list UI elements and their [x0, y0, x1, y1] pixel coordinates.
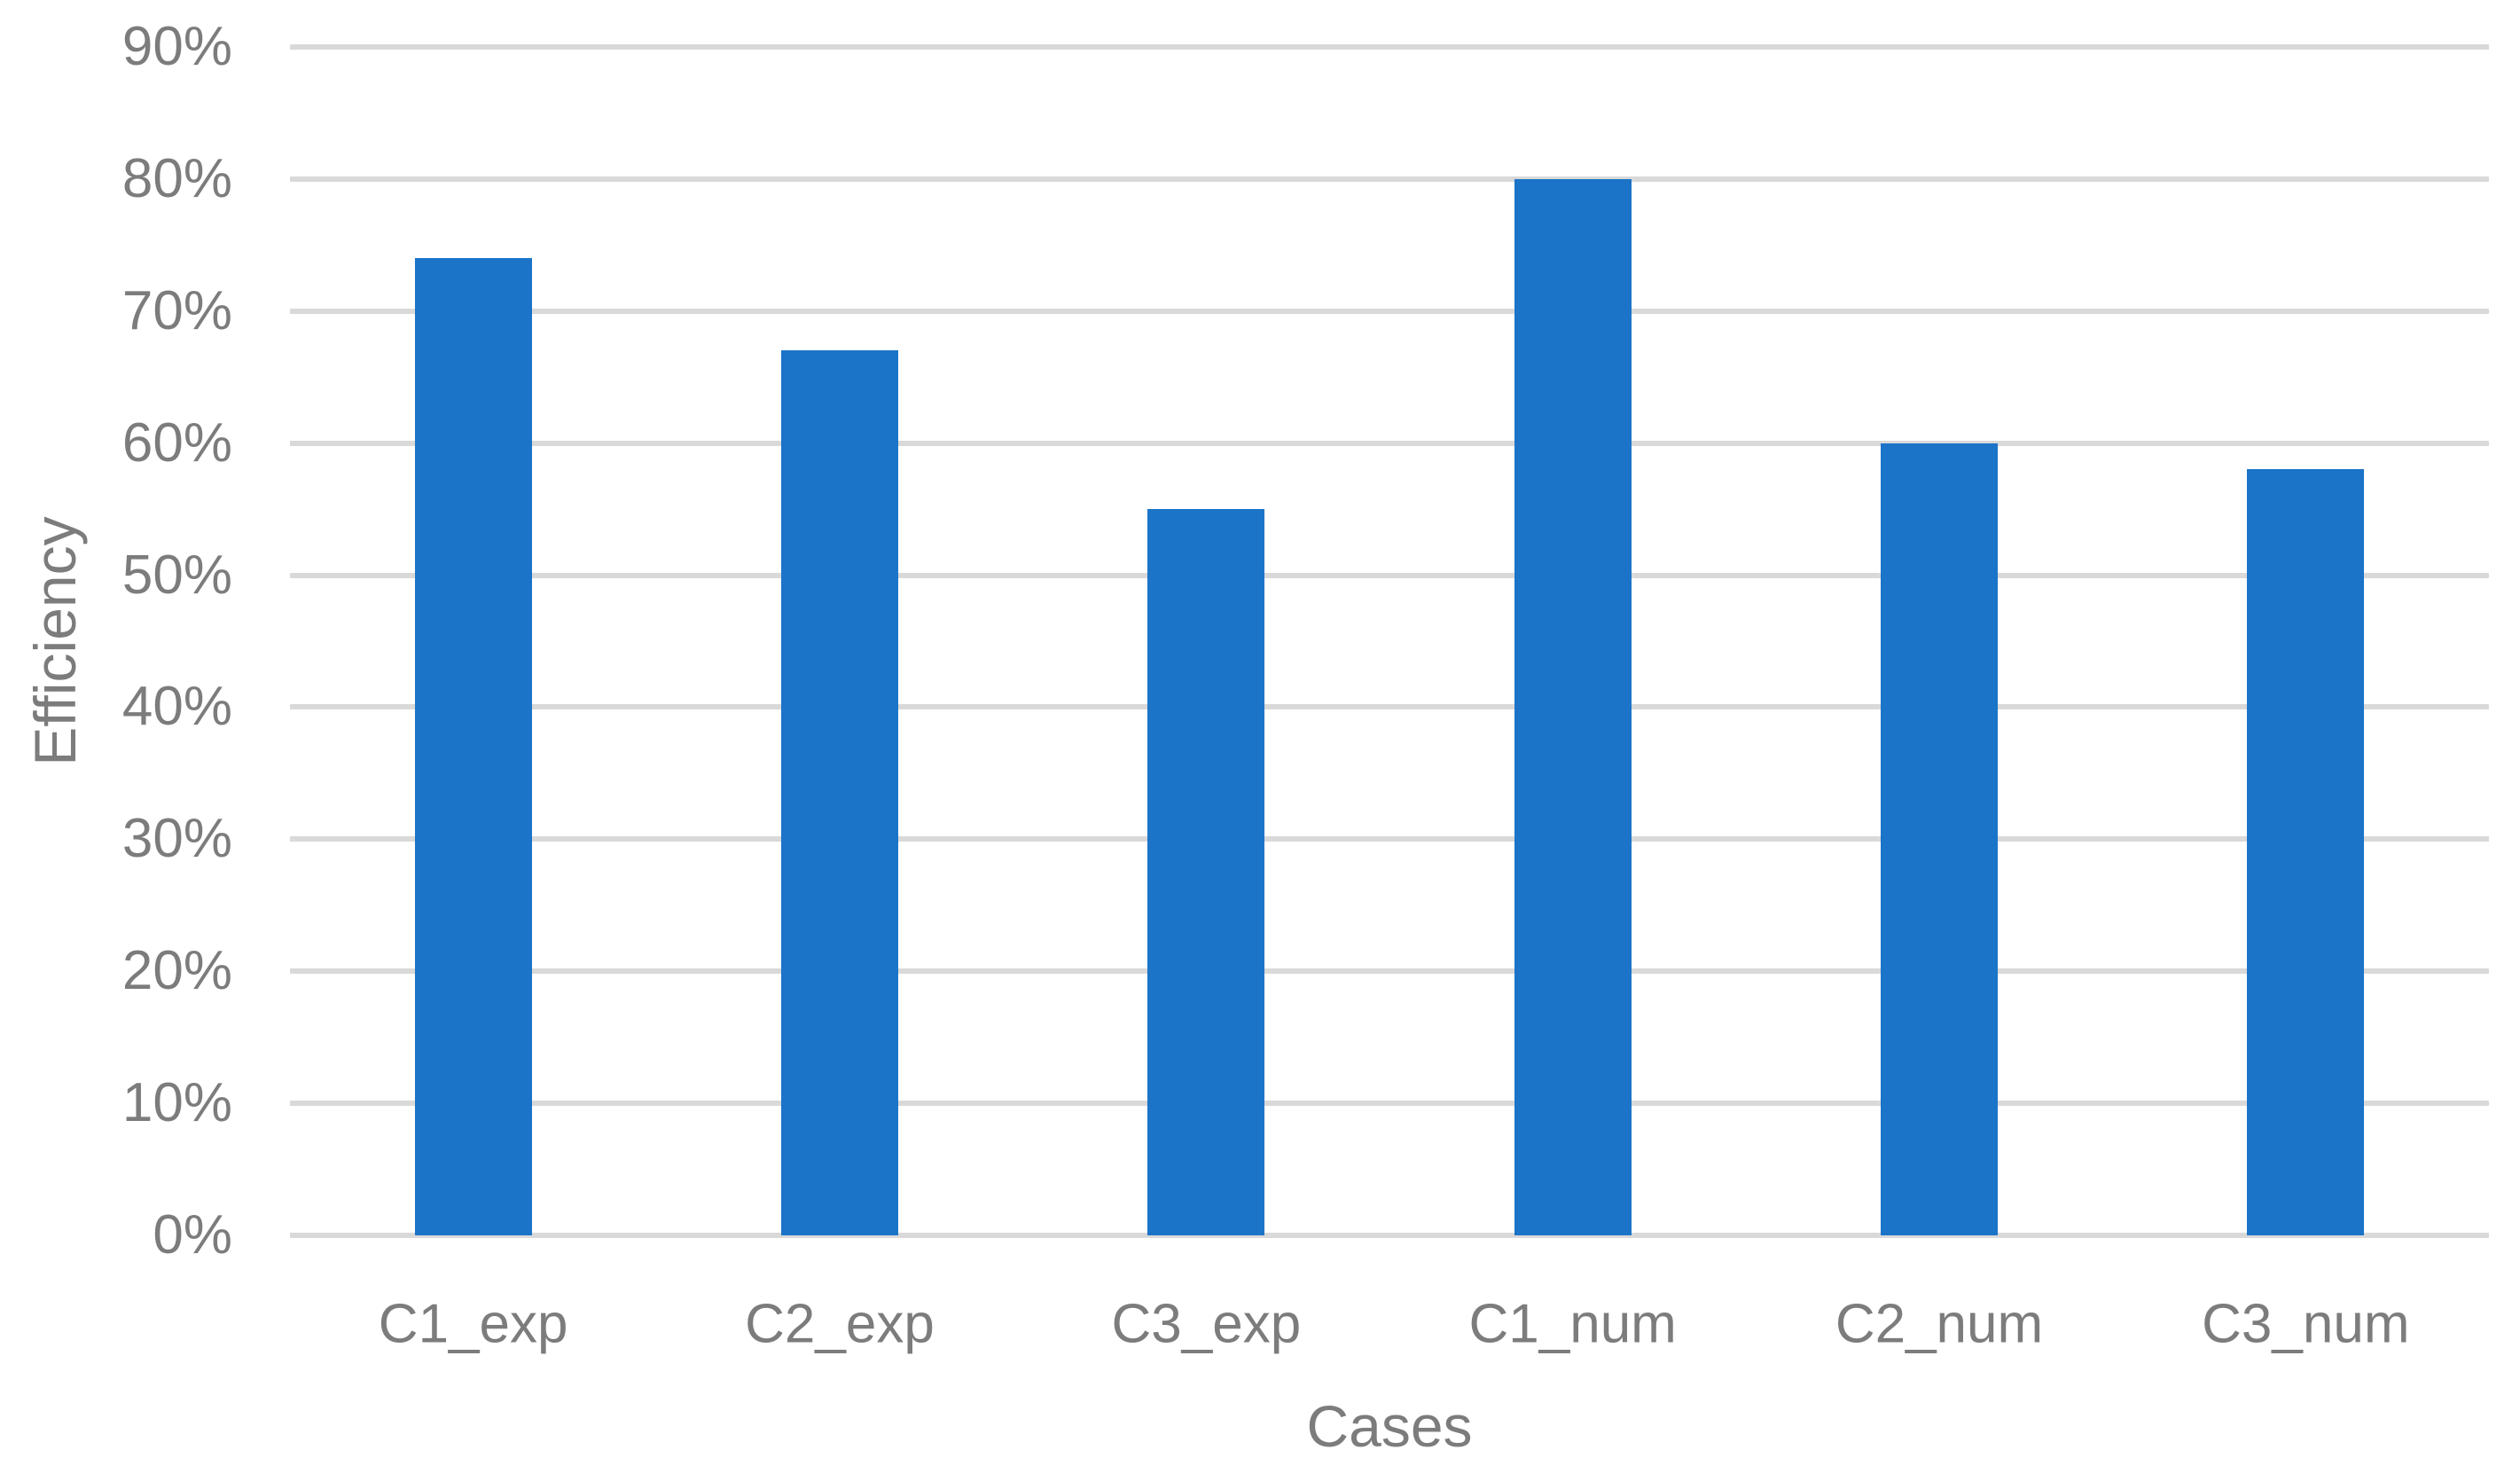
x-tick-label-C3_exp: C3_exp [1111, 1293, 1302, 1355]
bar-C1_num [1514, 178, 1632, 1235]
bar-C3_num [2247, 469, 2365, 1235]
y-tick-label-0%: 0% [153, 1204, 232, 1266]
plot-area [290, 44, 2489, 1238]
bar-C2_num [1881, 443, 1998, 1235]
y-tick-label-40%: 40% [121, 676, 232, 738]
bar-C1_exp [414, 258, 532, 1235]
y-tick-label-90%: 90% [121, 16, 232, 77]
x-tick-label-C2_exp: C2_exp [745, 1293, 935, 1355]
bar-C2_exp [781, 350, 898, 1235]
x-tick-label-C3_num: C3_num [2202, 1293, 2410, 1355]
gridline-20% [290, 968, 2489, 975]
y-tick-label-80%: 80% [121, 147, 232, 209]
gridline-50% [290, 572, 2489, 578]
gridline-30% [290, 836, 2489, 842]
gridline-40% [290, 704, 2489, 710]
x-axis-title: Cases [1306, 1393, 1473, 1459]
gridline-60% [290, 440, 2489, 446]
y-tick-label-10%: 10% [121, 1072, 232, 1134]
gridline-0% [290, 1233, 2489, 1238]
y-tick-label-60%: 60% [121, 411, 232, 474]
bar-C3_exp [1147, 509, 1265, 1235]
y-tick-label-30%: 30% [121, 808, 232, 870]
y-tick-label-70%: 70% [121, 279, 232, 341]
gridline-80% [290, 176, 2489, 182]
x-tick-label-C1_num: C1_num [1468, 1293, 1677, 1355]
y-tick-label-50%: 50% [121, 544, 232, 606]
x-tick-label-C1_exp: C1_exp [378, 1293, 568, 1355]
gridline-90% [290, 44, 2489, 50]
gridline-70% [290, 308, 2489, 314]
x-tick-label-C2_num: C2_num [1835, 1293, 2044, 1355]
y-axis-tick-labels: 0% 10% 20% 30% 40% 50% 60% 70% 80% 90% [0, 0, 232, 1481]
gridline-10% [290, 1101, 2489, 1107]
y-tick-label-20%: 20% [121, 940, 232, 1002]
